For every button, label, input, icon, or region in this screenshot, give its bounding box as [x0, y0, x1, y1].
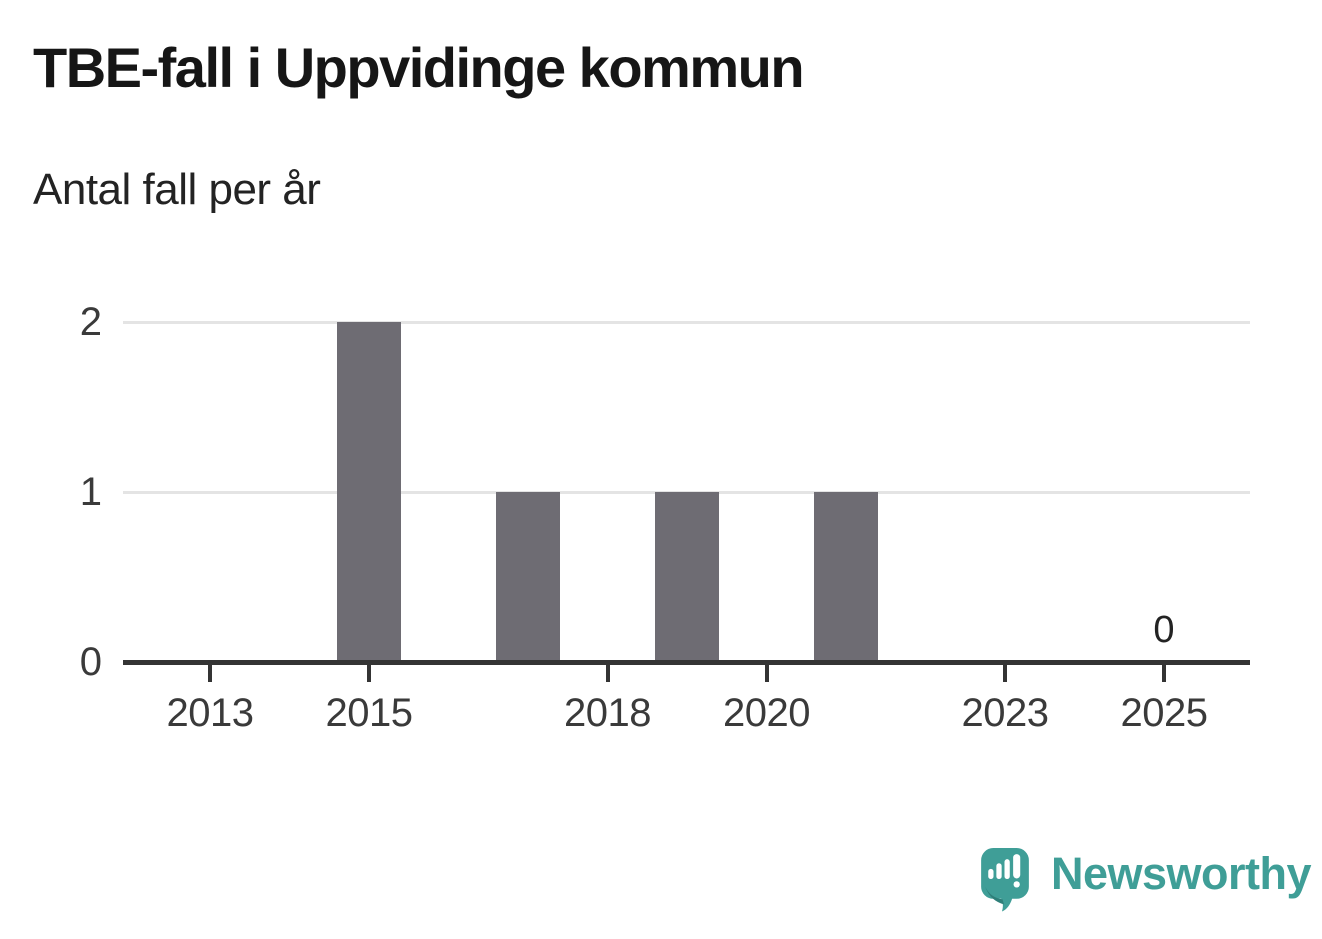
- x-tick-2020: [764, 665, 769, 682]
- chart-title: TBE-fall i Uppvidinge kommun: [33, 36, 805, 99]
- chart-subtitle: Antal fall per år: [33, 165, 321, 214]
- y-tick-label-0: 0: [79, 640, 102, 684]
- value-label-2025: 0: [1153, 609, 1175, 651]
- x-tick-2015: [367, 665, 371, 682]
- newsworthy-logo-text: Newsworthy: [1051, 848, 1312, 899]
- x-tick-2018: [605, 665, 610, 682]
- x-tick-label-2018: 2018: [564, 691, 651, 735]
- x-tick-2013: [208, 665, 212, 682]
- bar-2021: [814, 492, 878, 662]
- bar-2015: [337, 322, 401, 662]
- y-tick-label-2: 2: [79, 300, 102, 344]
- x-tick-label-2025: 2025: [1120, 691, 1208, 735]
- x-tick-2023: [1003, 665, 1007, 682]
- x-axis-line: [123, 660, 1250, 665]
- gridline-y2: [123, 321, 1250, 324]
- x-tick-label-2020: 2020: [723, 691, 810, 735]
- y-tick-label-1: 1: [79, 470, 102, 514]
- newsworthy-bubble-icon: [981, 848, 1029, 912]
- x-tick-label-2023: 2023: [961, 691, 1049, 735]
- x-tick-2025: [1162, 665, 1166, 682]
- newsworthy-logo: Newsworthy: [981, 847, 1312, 917]
- x-tick-label-2015: 2015: [325, 691, 413, 735]
- bar-2017: [496, 492, 560, 662]
- x-tick-label-2013: 2013: [166, 691, 254, 735]
- bar-2019: [655, 492, 719, 662]
